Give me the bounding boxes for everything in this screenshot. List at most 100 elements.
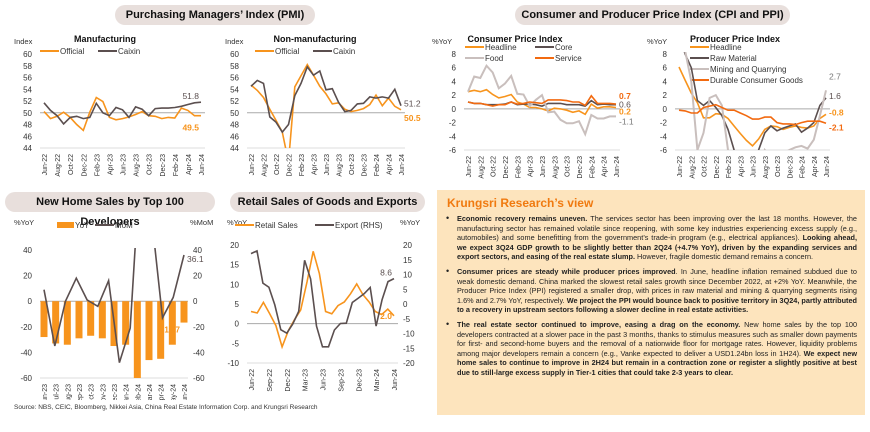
y-tick-label: 5 — [235, 300, 240, 309]
ppi-chart: Producer Price Index %YoY -6 -4 -2 0 2 4 6 8 Jun-2… — [647, 34, 844, 179]
x-tick-label: Jun-22 — [466, 156, 473, 178]
data-label: 2.7 — [829, 71, 841, 81]
data-label: -16.7 — [162, 326, 181, 335]
series-line-mom — [43, 248, 185, 363]
x-tick-label: Feb-24 — [374, 154, 381, 176]
x-tick-label: Feb-23 — [94, 154, 101, 176]
bullet-lead: The real estate sector continued to impr… — [457, 319, 741, 329]
y-tick-label: 50 — [230, 109, 239, 118]
y-tick-label: 44 — [23, 144, 32, 153]
x-tick-label: Mar-24 — [374, 369, 381, 391]
data-label: 2.0 — [380, 311, 392, 321]
legend-label: Caixin — [118, 47, 140, 56]
x-tick-label: Jun-24 — [614, 156, 621, 178]
series-line-headline — [678, 66, 827, 148]
y-tick-label: 10 — [230, 280, 239, 289]
series-line-core — [467, 99, 616, 107]
series-line-food — [467, 63, 616, 137]
series-line-raw-material — [683, 52, 827, 150]
x-tick-label: May-24 — [170, 384, 177, 400]
bullet-text: However, fragile domestic demand remains… — [635, 252, 814, 262]
bar — [63, 301, 71, 345]
x-tick-label: Jun-23 — [751, 156, 758, 178]
y-tick-label: 48 — [23, 121, 32, 130]
x-tick-label: Aug-23 — [337, 154, 344, 177]
y-tick-label: 15 — [230, 261, 239, 270]
y2-tick-label: -15 — [403, 344, 415, 353]
y-axis-label: Index — [225, 37, 244, 46]
data-label: 1.6 — [829, 91, 841, 101]
y2-axis-label: %YoY — [400, 218, 420, 227]
y-tick-label: -5 — [232, 339, 240, 348]
y-tick-label: -6 — [660, 146, 668, 155]
bar — [145, 301, 153, 361]
bullet-emphasis: We expect new home sales to continue to … — [457, 348, 858, 377]
x-tick-label: Jul-23 — [54, 384, 61, 400]
y-tick-label: -4 — [660, 132, 668, 141]
x-tick-label: Aug-23 — [763, 156, 770, 179]
bar — [75, 301, 83, 339]
cpi-chart: Consumer Price Index %YoY -6 -4 -2 0 2 4 6 8 Jun-2… — [432, 34, 634, 179]
y-axis-label: %YoY — [432, 37, 452, 46]
y-tick-label: 6 — [663, 64, 668, 73]
y2-tick-label: 5 — [403, 285, 408, 294]
y-tick-label: 56 — [230, 74, 239, 83]
y-tick-label: 46 — [230, 132, 239, 141]
y-tick-label: 0 — [235, 320, 240, 329]
y2-tick-label: 0 — [403, 300, 408, 309]
x-tick-label: Aug-22 — [689, 156, 696, 179]
prices-section-title: Consumer and Producer Price Index (CPI a… — [515, 5, 790, 25]
x-tick-label: Jun-22 — [42, 154, 49, 176]
y-tick-label: 0 — [663, 105, 668, 114]
y2-tick-label: -60 — [193, 374, 205, 383]
y-tick-label: 0 — [452, 105, 457, 114]
legend-label: Export (RHS) — [335, 221, 383, 230]
y-tick-label: -4 — [449, 132, 457, 141]
x-tick-label: Feb-23 — [299, 154, 306, 176]
x-tick-label: Jun-24 — [199, 154, 206, 176]
x-tick-label: Dec-23 — [577, 156, 584, 179]
x-tick-label: Jun-24 — [182, 384, 189, 400]
x-tick-label: Dec-22 — [714, 156, 721, 179]
x-tick-label: Apr-23 — [107, 154, 114, 175]
x-tick-label: Oct-23 — [565, 156, 572, 177]
view-bullet: Consumer prices are steady while produce… — [446, 267, 857, 315]
x-tick-label: Mar-23 — [303, 369, 310, 391]
x-tick-label: Feb-23 — [726, 156, 733, 178]
x-tick-label: Jun-23 — [540, 156, 547, 178]
x-tick-label: Sep-22 — [267, 369, 274, 392]
y-tick-label: 60 — [23, 50, 32, 59]
y-tick-label: 6 — [452, 64, 457, 73]
x-tick-label: Dec-23 — [160, 154, 167, 177]
x-tick-label: Jun-23 — [321, 369, 328, 391]
home-sales-section-title: New Home Sales by Top 100 Developers — [5, 192, 215, 228]
y-tick-label: 54 — [230, 85, 239, 94]
x-tick-label: Feb-24 — [173, 154, 180, 176]
x-tick-label: Jun-23 — [121, 154, 128, 176]
y2-tick-label: 0 — [193, 297, 198, 306]
source-note: Source: NBS, CEIC, Bloomberg, Nikkei Asi… — [14, 404, 318, 411]
legend-label: YoY — [75, 221, 90, 230]
legend-label: Core — [555, 43, 573, 52]
legend-label: Headline — [710, 43, 742, 52]
x-tick-label: Apr-23 — [738, 156, 745, 177]
series-line-official — [43, 96, 201, 132]
bar — [133, 301, 141, 378]
y-tick-label: 8 — [452, 50, 457, 59]
y-tick-label: 2 — [663, 91, 668, 100]
legend-label: Durable Consumer Goods — [710, 76, 803, 85]
x-tick-label: Jan-24 — [124, 384, 131, 400]
x-tick-label: Apr-24 — [812, 156, 819, 177]
y2-tick-label: 40 — [193, 246, 202, 255]
y-tick-label: 2 — [452, 91, 457, 100]
y2-tick-label: -40 — [193, 348, 205, 357]
x-tick-label: Jun-22 — [677, 156, 684, 178]
legend-label: Mining and Quarrying — [710, 65, 786, 74]
series-line-service — [467, 94, 617, 107]
y2-tick-label: 10 — [403, 271, 412, 280]
x-tick-label: Nov-23 — [100, 384, 107, 400]
x-tick-label: Aug-22 — [262, 154, 269, 177]
legend-label: Official — [275, 47, 300, 56]
data-label: 0.2 — [619, 106, 631, 116]
y-tick-label: -2 — [660, 119, 668, 128]
